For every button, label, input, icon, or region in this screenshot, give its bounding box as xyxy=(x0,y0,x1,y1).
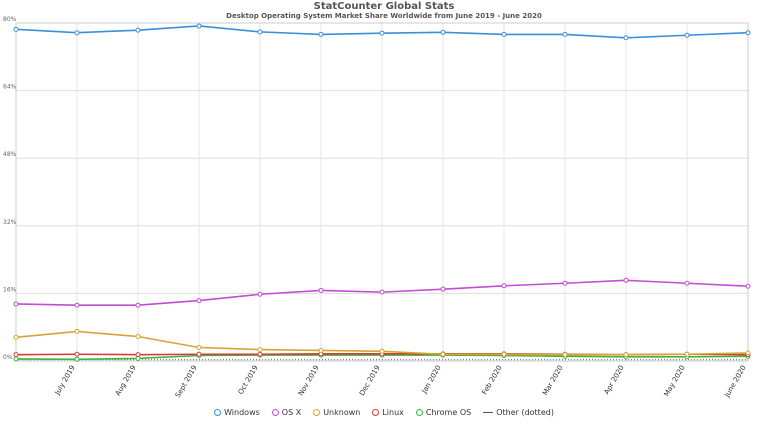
data-point xyxy=(501,283,507,289)
series-unknown xyxy=(13,328,751,358)
grid-layer xyxy=(15,22,749,362)
x-tick-label: May 2020 xyxy=(663,364,687,398)
x-tick-label: June 2020 xyxy=(723,364,748,399)
data-point xyxy=(196,344,202,350)
data-point xyxy=(13,301,19,307)
data-point xyxy=(562,352,568,358)
data-point xyxy=(440,29,446,35)
data-point xyxy=(13,356,19,362)
y-tick-label: 64% xyxy=(3,84,17,91)
legend-circle-icon xyxy=(271,409,279,416)
data-point xyxy=(440,351,446,357)
data-point xyxy=(623,35,629,41)
legend-item-windows[interactable]: Windows xyxy=(214,408,260,417)
x-tick-label: Feb 2020 xyxy=(481,364,504,396)
x-tick-label: July 2019 xyxy=(53,364,77,397)
data-point xyxy=(684,32,690,38)
x-tick-label: Oct 2019 xyxy=(237,364,260,396)
legend-circle-icon xyxy=(313,409,321,416)
data-point xyxy=(318,31,324,37)
data-point xyxy=(379,289,385,295)
legend-circle-icon xyxy=(372,409,380,416)
data-point xyxy=(196,23,202,29)
legend-label: Unknown xyxy=(323,408,361,417)
data-point xyxy=(501,351,507,357)
y-tick-label: 32% xyxy=(3,219,17,226)
x-tick-label: Dec 2019 xyxy=(358,364,382,397)
data-point xyxy=(379,348,385,354)
data-point xyxy=(501,31,507,37)
x-tick-label: Apr 2020 xyxy=(603,364,626,396)
data-point xyxy=(684,280,690,286)
legend-item-os-x[interactable]: OS X xyxy=(271,408,302,417)
data-point xyxy=(745,30,751,36)
series-os-x xyxy=(13,277,751,308)
data-point xyxy=(562,31,568,37)
data-point xyxy=(257,347,263,353)
data-point xyxy=(684,351,690,357)
data-point xyxy=(318,287,324,293)
data-point xyxy=(74,351,80,357)
data-point xyxy=(623,352,629,358)
chart-subtitle: Desktop Operating System Market Share Wo… xyxy=(226,12,542,20)
data-point xyxy=(257,351,263,357)
y-tick-label: 80% xyxy=(3,16,17,23)
legend-item-other-dotted[interactable]: Other (dotted) xyxy=(483,408,554,417)
legend-item-unknown[interactable]: Unknown xyxy=(313,408,360,417)
data-point xyxy=(257,291,263,297)
legend-label: Other (dotted) xyxy=(496,408,554,417)
x-tick-label: Sept 2019 xyxy=(174,364,199,399)
data-point xyxy=(196,298,202,304)
x-tick-label: Mar 2020 xyxy=(541,364,565,397)
legend-label: Windows xyxy=(224,408,260,417)
data-point xyxy=(135,352,141,358)
data-point xyxy=(440,286,446,292)
legend-label: Linux xyxy=(382,408,404,417)
plot-border xyxy=(15,22,749,362)
data-point xyxy=(74,302,80,308)
x-tick-label: Aug 2019 xyxy=(114,364,138,397)
legend-circle-icon xyxy=(415,409,423,416)
data-point xyxy=(135,302,141,308)
y-tick-label: 16% xyxy=(3,286,17,293)
data-point xyxy=(13,334,19,340)
data-point xyxy=(74,328,80,334)
data-point xyxy=(745,350,751,356)
legend-label: Chrome OS xyxy=(425,408,472,417)
y-tick-label: 48% xyxy=(3,151,17,158)
data-point xyxy=(318,347,324,353)
legend-item-chrome-os[interactable]: Chrome OS xyxy=(415,408,472,417)
axis-layer: 0% 16% 32% 48% 64% 80% July 2019 Aug 2019 Sept 2… xyxy=(3,16,748,399)
data-point xyxy=(135,333,141,339)
legend-item-linux[interactable]: Linux xyxy=(372,408,404,417)
data-point xyxy=(623,277,629,283)
data-point xyxy=(13,352,19,358)
data-point xyxy=(13,26,19,32)
x-tick-label: Jan 2020 xyxy=(420,364,443,396)
data-point xyxy=(257,29,263,35)
legend: Windows OS X Unknown Linux Chrome OS Other (d… xyxy=(0,408,768,417)
data-point xyxy=(135,27,141,33)
chart-title: StatCounter Global Stats xyxy=(313,1,455,12)
series-windows xyxy=(13,23,751,41)
y-tick-label: 0% xyxy=(3,354,13,361)
data-point xyxy=(74,30,80,36)
legend-label: OS X xyxy=(281,408,302,417)
x-tick-label: Nov 2019 xyxy=(297,364,321,397)
data-point xyxy=(745,283,751,289)
legend-circle-icon xyxy=(214,409,222,416)
data-point xyxy=(379,30,385,36)
data-point xyxy=(562,280,568,286)
data-point xyxy=(74,356,80,362)
legend-line-icon xyxy=(483,412,494,413)
data-point xyxy=(196,351,202,357)
series-layer xyxy=(13,23,751,362)
